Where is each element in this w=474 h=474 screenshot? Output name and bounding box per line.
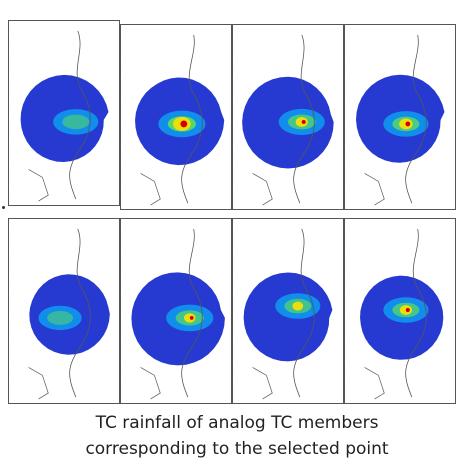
rainfall-map-panel-1: · · · · · · · · bbox=[8, 20, 120, 206]
rainfall-map-panel-6: · · · · · · · · bbox=[120, 218, 232, 404]
svg-text:·: · bbox=[347, 250, 348, 254]
rainfall-map-panel-3: · · · · · · · · bbox=[232, 24, 344, 210]
rainfall-map-panel-2: · · · · · · · · bbox=[120, 24, 232, 210]
svg-text:·: · bbox=[123, 164, 124, 168]
analog-rainfall-map-grid: · · · · · · · · · · · · · · · · · · · · · · · · · · · · · · · · · · · ·… bbox=[2, 20, 456, 404]
svg-text:·: · bbox=[123, 315, 124, 319]
svg-text:·: · bbox=[235, 56, 236, 60]
svg-text:·: · bbox=[123, 250, 124, 254]
svg-text:·: · bbox=[123, 186, 124, 190]
svg-text:·: · bbox=[235, 315, 236, 319]
svg-text:·: · bbox=[11, 30, 12, 34]
svg-text:·: · bbox=[11, 73, 12, 77]
svg-text:·: · bbox=[347, 121, 348, 125]
svg-text:·: · bbox=[347, 271, 348, 275]
svg-text:·: · bbox=[123, 337, 124, 341]
svg-text:·: · bbox=[11, 95, 12, 99]
rainfall-map-svg: · · · · · · · · bbox=[123, 34, 225, 206]
svg-text:·: · bbox=[123, 34, 124, 38]
svg-text:·: · bbox=[11, 160, 12, 164]
rainfall-map-panel-5: · · · · · · · · bbox=[8, 218, 120, 404]
svg-text:·: · bbox=[235, 143, 236, 147]
rainfall-map-svg: · · · · · · · · bbox=[235, 34, 334, 206]
svg-text:·: · bbox=[11, 250, 12, 254]
rainfall-map-svg: · · · · · · · · bbox=[235, 228, 333, 400]
rainfall-map-svg: · · · · · · · · bbox=[11, 228, 110, 400]
svg-text:·: · bbox=[123, 380, 124, 384]
rainfall-map-svg: · · · · · · · · bbox=[123, 228, 225, 400]
svg-text:·: · bbox=[235, 186, 236, 190]
svg-text:·: · bbox=[235, 228, 236, 232]
svg-text:·: · bbox=[347, 34, 348, 38]
caption-line-2: corresponding to the selected point bbox=[85, 439, 389, 459]
svg-text:·: · bbox=[11, 52, 12, 56]
rainfall-map-panel-8: · · · · · · · · bbox=[344, 218, 456, 404]
separator-dot bbox=[2, 206, 5, 209]
svg-text:·: · bbox=[347, 293, 348, 297]
svg-text:·: · bbox=[347, 77, 348, 81]
svg-text:·: · bbox=[347, 56, 348, 60]
rainfall-map-svg: · · · · · · · · bbox=[347, 228, 444, 400]
caption-line-1: TC rainfall of analog TC members bbox=[95, 413, 379, 433]
svg-text:·: · bbox=[11, 182, 12, 186]
svg-text:·: · bbox=[11, 380, 12, 384]
svg-text:·: · bbox=[11, 337, 12, 341]
svg-text:·: · bbox=[123, 143, 124, 147]
rainfall-map-panel-4: · · · · · · · · bbox=[344, 24, 456, 210]
svg-text:·: · bbox=[235, 164, 236, 168]
svg-text:·: · bbox=[235, 380, 236, 384]
svg-text:·: · bbox=[123, 271, 124, 275]
svg-text:·: · bbox=[235, 77, 236, 81]
svg-text:·: · bbox=[347, 99, 348, 103]
rainfall-map-svg: · · · · · · · · bbox=[347, 34, 445, 206]
svg-text:·: · bbox=[11, 228, 12, 232]
figure-caption: TC rainfall of analog TC members corresp… bbox=[0, 410, 474, 462]
svg-text:·: · bbox=[123, 228, 124, 232]
svg-text:·: · bbox=[347, 228, 348, 232]
svg-text:·: · bbox=[347, 358, 348, 362]
svg-text:·: · bbox=[123, 56, 124, 60]
svg-text:·: · bbox=[123, 293, 124, 297]
rainfall-map-svg: · · · · · · · · bbox=[11, 30, 109, 202]
svg-text:·: · bbox=[11, 139, 12, 143]
svg-text:·: · bbox=[347, 164, 348, 168]
svg-text:·: · bbox=[347, 143, 348, 147]
svg-text:·: · bbox=[11, 293, 12, 297]
svg-text:·: · bbox=[347, 337, 348, 341]
svg-text:·: · bbox=[123, 358, 124, 362]
svg-text:·: · bbox=[123, 121, 124, 125]
svg-text:·: · bbox=[347, 315, 348, 319]
svg-text:·: · bbox=[347, 186, 348, 190]
svg-text:·: · bbox=[235, 337, 236, 341]
svg-text:·: · bbox=[235, 250, 236, 254]
svg-text:·: · bbox=[235, 271, 236, 275]
svg-text:·: · bbox=[235, 293, 236, 297]
svg-text:·: · bbox=[11, 117, 12, 121]
svg-text:·: · bbox=[11, 358, 12, 362]
rainfall-map-panel-7: · · · · · · · · bbox=[232, 218, 344, 404]
svg-text:·: · bbox=[235, 99, 236, 103]
svg-text:·: · bbox=[235, 34, 236, 38]
svg-text:·: · bbox=[11, 271, 12, 275]
svg-text:·: · bbox=[123, 77, 124, 81]
svg-text:·: · bbox=[11, 315, 12, 319]
svg-text:·: · bbox=[235, 358, 236, 362]
svg-text:·: · bbox=[123, 99, 124, 103]
svg-text:·: · bbox=[347, 380, 348, 384]
svg-text:·: · bbox=[235, 121, 236, 125]
